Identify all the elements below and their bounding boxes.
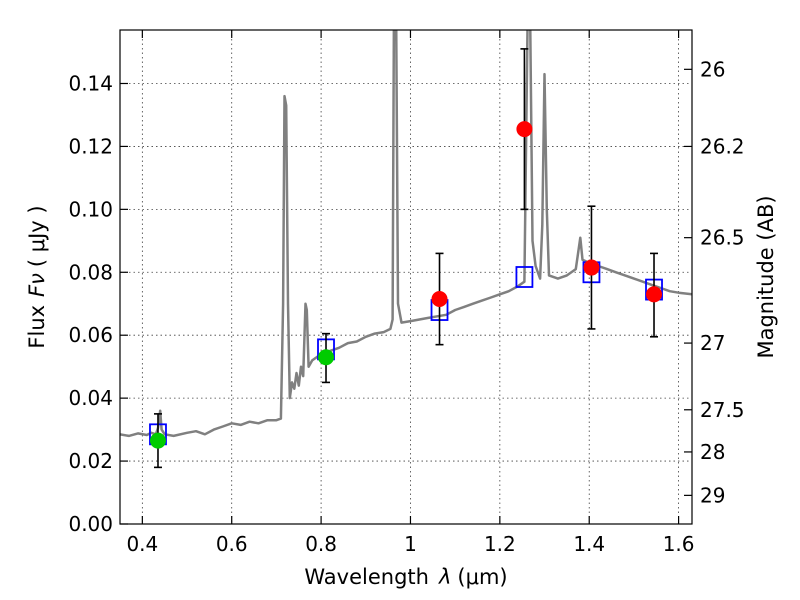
spectrum-line [120,30,692,438]
photometry-point [149,432,166,449]
y-tick-label: 0.06 [68,323,113,347]
grid [120,30,692,524]
plot-frame [119,29,693,525]
photometry-point [431,291,448,308]
y-tick-label: 0.02 [68,449,113,473]
x-tick-label: 1.2 [484,532,516,556]
x-tick-label: 1.4 [573,532,605,556]
y-axis-title: FluxFν( μJy ) [25,205,49,348]
y-tick-label: 0.14 [68,71,113,95]
y2-tick-label: 27 [700,331,725,355]
x-tick-label: 1 [404,532,417,556]
photometry-point [646,286,663,303]
x-tick-label: 0.8 [305,532,337,556]
x-axis: 0.4 0.6 0.8 1 1.2 1.4 1.6 [126,30,695,556]
y2-tick-label: 28 [700,440,725,464]
x-tick-label: 1.6 [663,532,695,556]
plot-area [120,30,692,438]
y-axis: 0.00 0.02 0.04 0.06 0.08 0.10 0.12 0.14 [68,71,128,536]
photometry-point [516,121,533,138]
model-flux-marker [515,266,534,288]
x-tick-label: 0.4 [126,532,158,556]
y-tick-label: 0.10 [68,197,113,221]
markers [149,48,663,469]
y2-axis: 26 26.2 26.5 27 27.5 28 29 [684,57,745,507]
x-tick-label: 0.6 [216,532,248,556]
y2-tick-label: 26 [700,57,725,81]
y-tick-label: 0.04 [68,386,113,410]
y-tick-label: 0.00 [68,512,113,536]
y2-tick-label: 26.2 [700,134,745,158]
y2-tick-label: 26.5 [700,226,745,250]
y2-axis-title: Magnitude (AB) [754,195,778,358]
photometry-point [583,259,600,276]
y2-tick-label: 27.5 [700,398,745,422]
y-tick-label: 0.08 [68,260,113,284]
x-axis-title: Wavelength λ (μm) [304,565,507,589]
y-tick-label: 0.12 [68,134,113,158]
y2-tick-label: 29 [700,483,725,507]
photometry-point [318,349,335,366]
